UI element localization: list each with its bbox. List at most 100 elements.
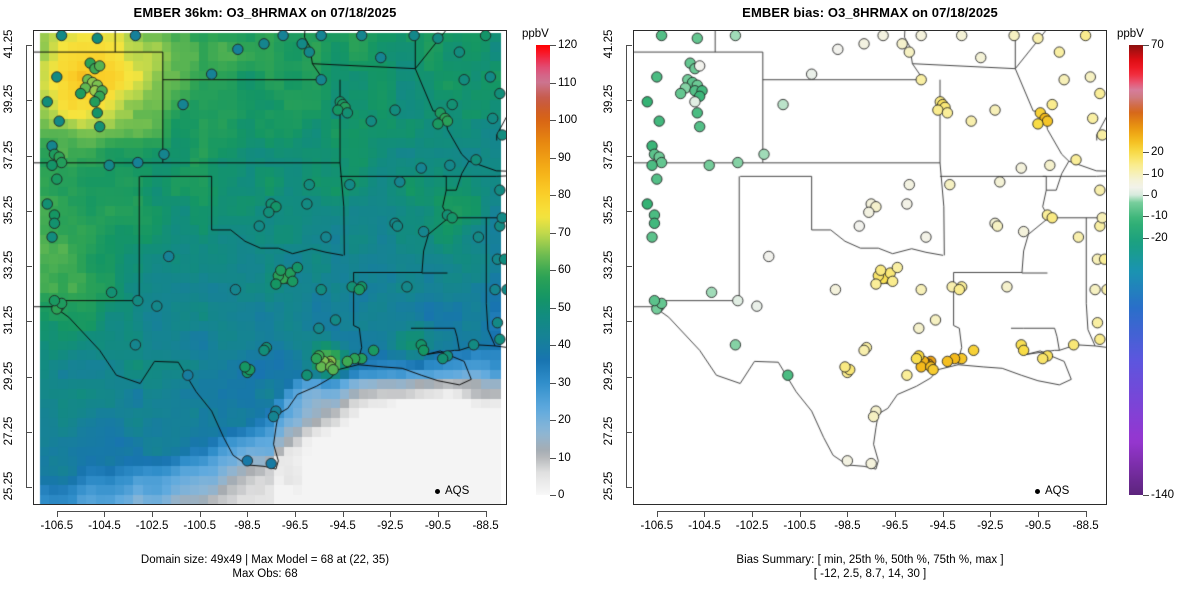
y-axis-label: 35.25 — [603, 195, 615, 225]
x-axis-tick — [437, 511, 439, 517]
y-axis-tick — [626, 321, 632, 323]
panel-bias: EMBER bias: O3_8HRMAX on 07/18/2025 -106… — [600, 0, 1200, 600]
bias-caption-line2: [ -12, 2.5, 8.7, 14, 30 ] — [813, 568, 927, 580]
colorbar-model-gradient — [536, 45, 550, 495]
colorbar-tick-label: 50 — [558, 301, 571, 314]
x-axis-tick — [847, 511, 849, 517]
x-axis-tick — [990, 511, 992, 517]
colorbar-tick — [550, 382, 556, 384]
colorbar-tick — [550, 495, 556, 496]
y-axis-line — [626, 45, 627, 488]
y-axis-label: 25.25 — [603, 471, 615, 501]
y-axis-tick — [26, 487, 32, 489]
model-caption-line1: Domain size: 49x49 | Max Model = 68 at (… — [140, 554, 390, 566]
x-axis-label: -102.5 — [135, 520, 169, 532]
y-axis-label: 35.25 — [3, 195, 15, 225]
x-axis-label: -92.5 — [377, 520, 404, 532]
colorbar-tick — [550, 232, 556, 234]
y-axis-tick — [26, 266, 32, 268]
y-axis-tick — [626, 210, 632, 212]
x-axis-label: -104.5 — [688, 520, 721, 532]
x-axis-tick — [752, 511, 754, 517]
colorbar-tick — [550, 157, 556, 159]
y-axis-tick — [26, 376, 32, 378]
y-axis-tick — [26, 100, 32, 102]
colorbar-tick — [1143, 195, 1149, 196]
bias-caption-line1: Bias Summary: [ min, 25th %, 50th %, 75t… — [736, 554, 1004, 566]
x-axis-tick — [1037, 511, 1039, 517]
panel-model-title: EMBER 36km: O3_8HRMAX on 07/18/2025 — [133, 5, 397, 20]
x-axis-label: -106.5 — [40, 520, 74, 532]
x-axis-label: -98.5 — [234, 520, 261, 532]
x-axis-label: -90.5 — [1024, 520, 1052, 532]
y-axis-tick — [26, 155, 32, 157]
x-axis-tick — [152, 511, 154, 517]
colorbar-tick-label: 20 — [558, 414, 571, 426]
x-axis-tick — [485, 511, 487, 517]
bias-field-canvas — [634, 31, 1106, 504]
x-axis-label: -100.5 — [183, 520, 217, 532]
y-axis-tick — [26, 321, 32, 323]
panel-bias-title: EMBER bias: O3_8HRMAX on 07/18/2025 — [742, 5, 998, 20]
x-axis-tick — [704, 511, 706, 517]
y-axis-tick — [26, 431, 32, 433]
y-axis-label: 37.25 — [603, 140, 615, 170]
x-axis-tick — [656, 511, 658, 517]
colorbar-tick-label: -140 — [1151, 489, 1175, 501]
y-axis-label: 41.25 — [3, 29, 15, 59]
colorbar-tick — [550, 307, 556, 309]
aqs-legend-label: AQS — [445, 485, 470, 497]
model-caption-line2: Max Obs: 68 — [232, 568, 298, 580]
x-axis-tick — [247, 511, 249, 517]
colorbar-tick-label: 110 — [558, 76, 577, 89]
x-axis-label: -106.5 — [640, 520, 674, 532]
y-axis-label: 37.25 — [3, 140, 15, 170]
x-axis-tick — [199, 511, 201, 517]
colorbar-tick — [550, 120, 556, 121]
y-axis-tick — [26, 45, 32, 47]
colorbar-tick — [550, 45, 556, 46]
colorbar-tick-label: 60 — [558, 264, 571, 276]
colorbar-tick-label: 30 — [558, 376, 571, 389]
panel-model: EMBER 36km: O3_8HRMAX on 07/18/2025 -106… — [3, 5, 578, 580]
x-axis-label: -98.5 — [834, 520, 861, 532]
y-axis-tick — [626, 266, 632, 268]
colorbar-tick — [550, 270, 556, 271]
x-axis-label: -92.5 — [977, 520, 1004, 532]
colorbar-tick-label: 90 — [558, 151, 571, 164]
colorbar-tick — [550, 420, 556, 421]
aqs-marker-icon — [435, 488, 440, 494]
colorbar-tick — [1143, 45, 1149, 46]
y-axis-tick — [626, 487, 632, 489]
colorbar-tick-label: 0 — [558, 489, 565, 501]
y-axis-label: 39.25 — [3, 85, 15, 114]
aqs-legend-bias: AQS — [1035, 485, 1069, 497]
x-axis-label: -100.5 — [783, 520, 817, 532]
colorbar-tick — [550, 195, 556, 196]
y-axis-label: 31.25 — [603, 305, 615, 335]
model-field-canvas — [34, 31, 506, 504]
y-axis-label: 29.25 — [3, 361, 15, 390]
y-axis-label: 33.25 — [3, 250, 15, 280]
x-axis-tick — [799, 511, 801, 517]
y-axis-line — [26, 45, 27, 488]
aqs-legend-model: AQS — [435, 485, 469, 497]
colorbar-bias-gradient — [1129, 45, 1143, 495]
x-axis-label: -94.5 — [929, 520, 956, 532]
x-axis-label: -88.5 — [1072, 520, 1099, 532]
y-axis-label: 27.25 — [603, 416, 615, 446]
x-axis-label: -96.5 — [281, 520, 309, 532]
y-axis-tick — [626, 376, 632, 378]
map-frame-model — [33, 30, 507, 505]
colorbar-bias-unit: ppbV — [1117, 28, 1144, 40]
colorbar-tick-label: 10 — [558, 451, 571, 464]
x-axis-label: -96.5 — [881, 520, 909, 532]
colorbar-tick-label: 120 — [558, 39, 578, 51]
colorbar-tick — [550, 82, 556, 84]
x-axis-tick — [56, 511, 58, 517]
y-axis-tick — [26, 210, 32, 212]
y-axis-tick — [626, 431, 632, 433]
colorbar-tick-label: 80 — [558, 189, 571, 201]
colorbar-model-unit: ppbV — [522, 28, 549, 40]
